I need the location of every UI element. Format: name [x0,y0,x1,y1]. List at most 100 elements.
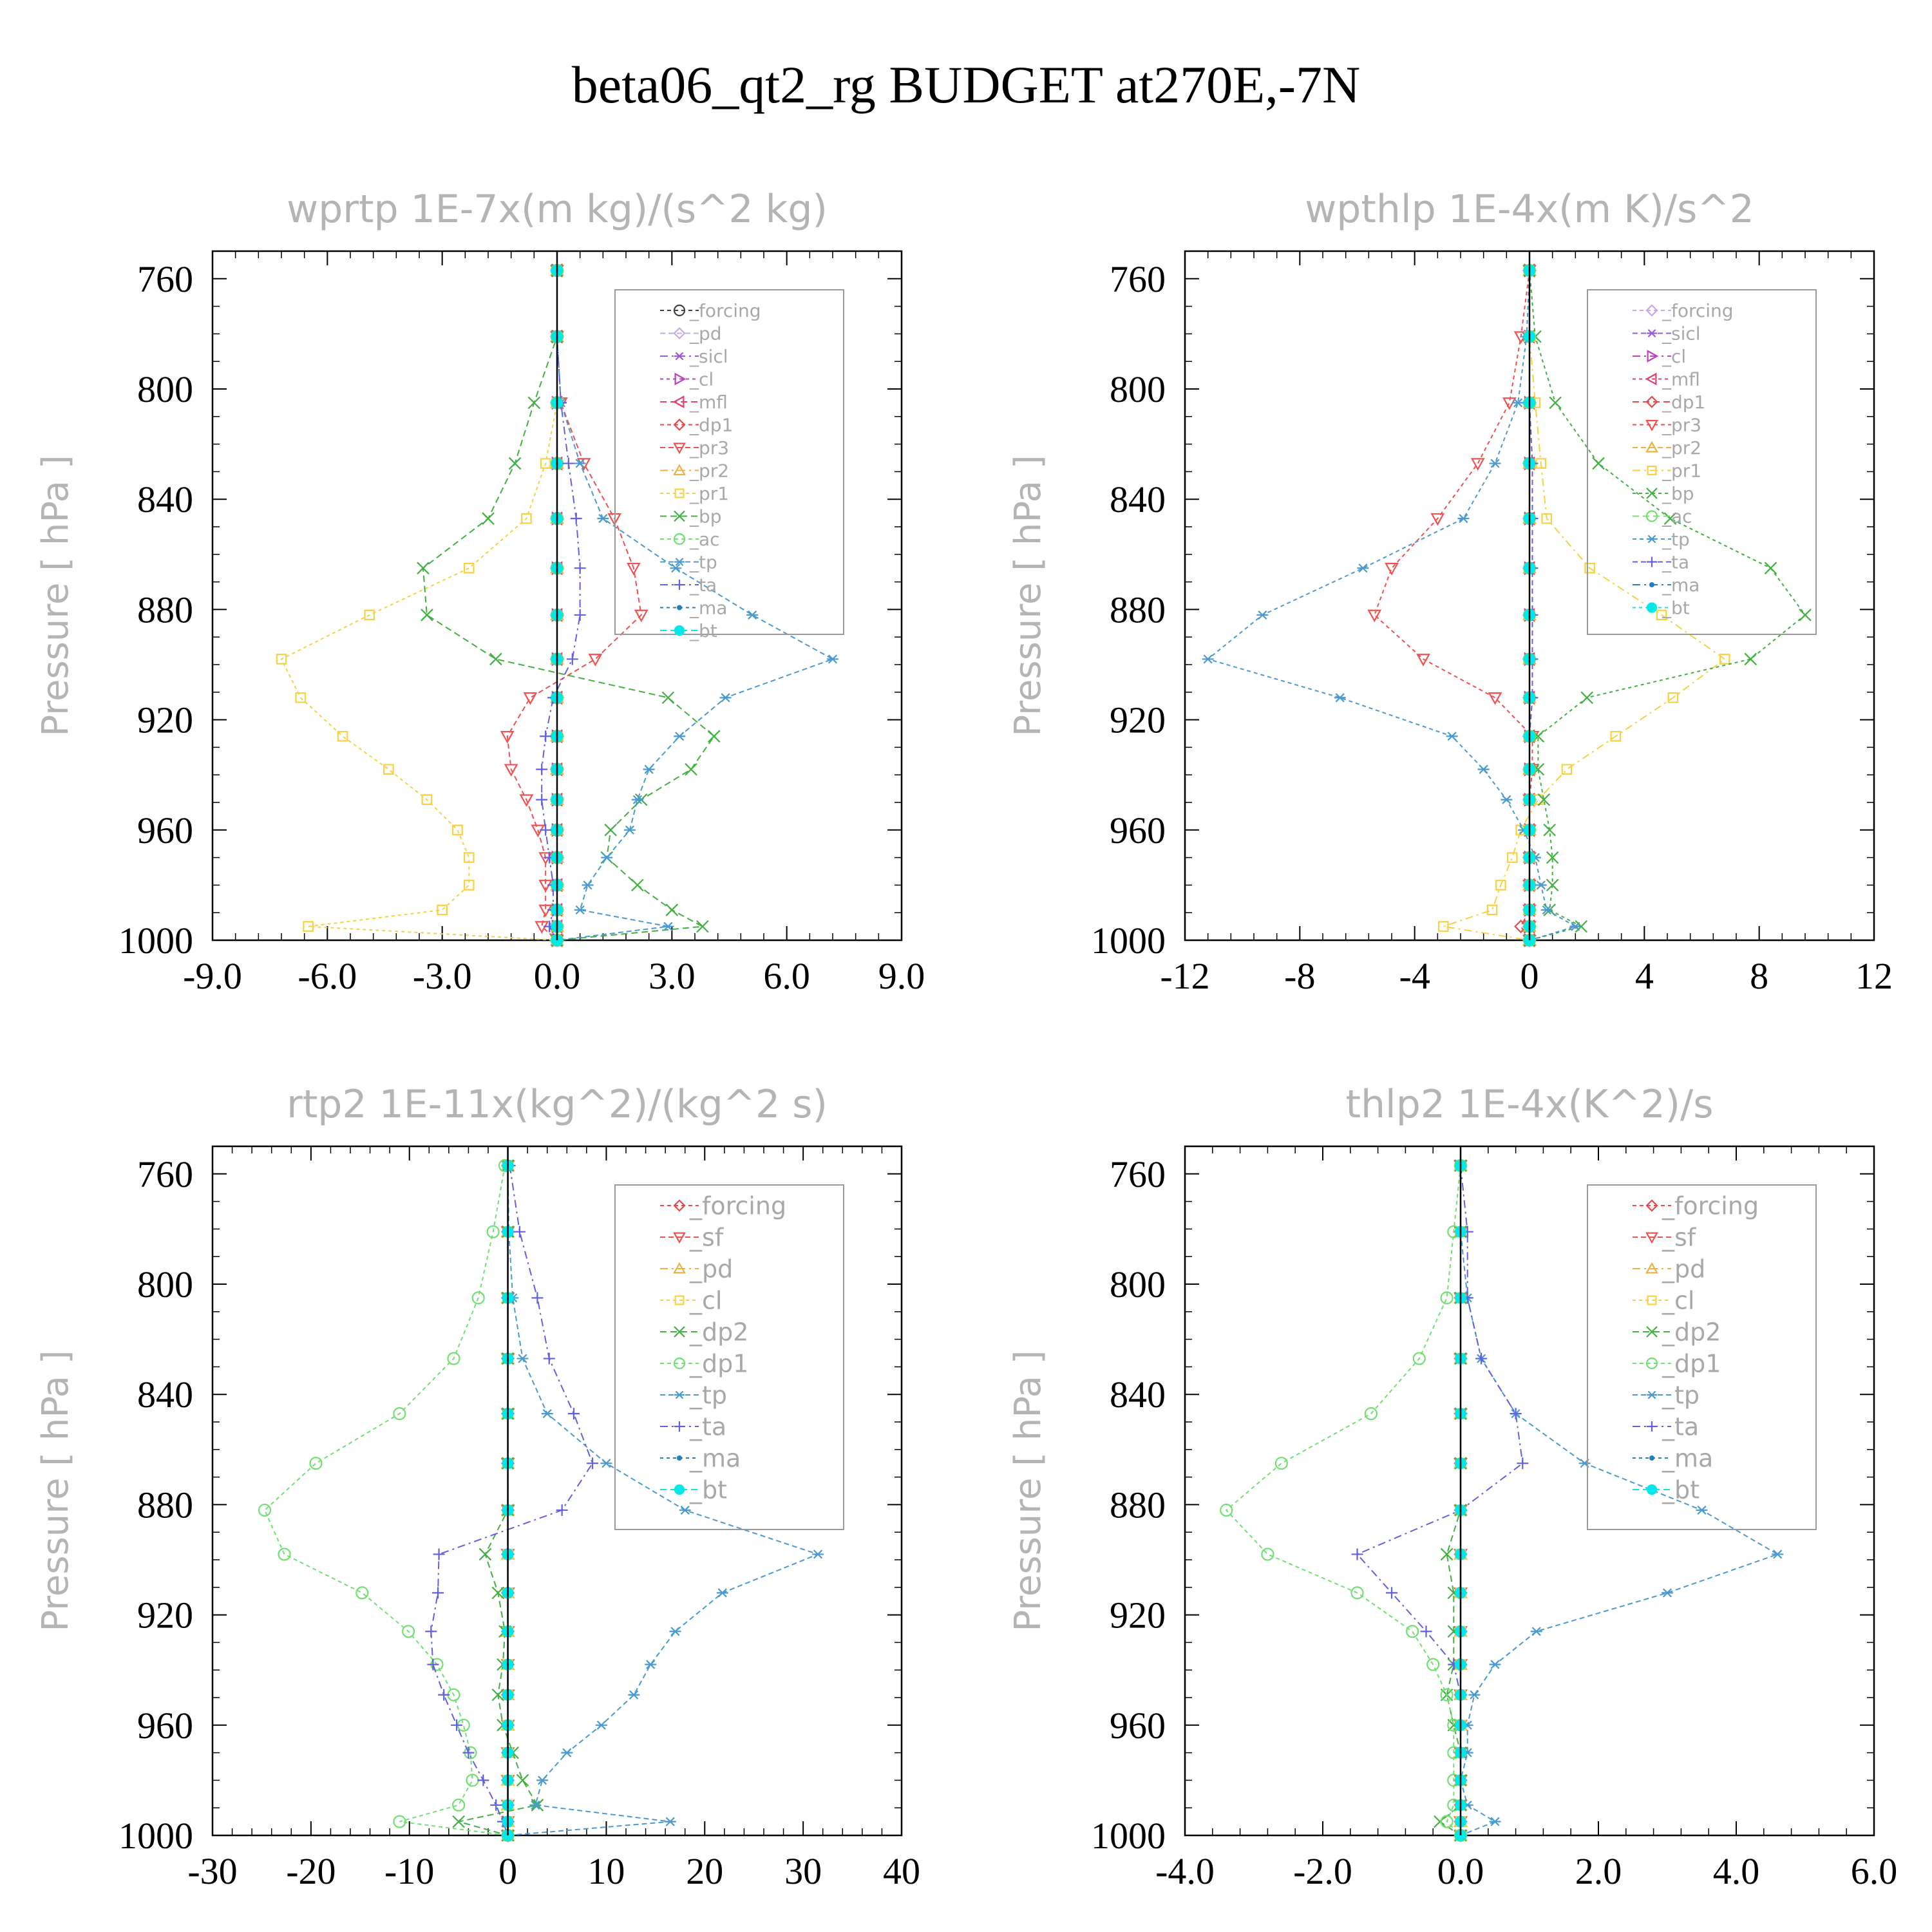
legend-marker [1647,1295,1657,1305]
data-point [1434,1815,1446,1828]
data-point [529,1800,542,1810]
y-axis-label: Pressure [ hPa ] [35,1350,77,1631]
data-point [527,396,541,410]
legend-marker [1645,420,1658,431]
data-point [477,1774,489,1786]
y-tick-label: 840 [1110,1374,1166,1416]
data-point [696,920,709,933]
legend-marker [674,625,685,636]
data-point [523,692,538,705]
data-point [452,824,463,836]
data-point [471,1291,485,1305]
legend-marker [673,418,686,431]
y-tick-label: 760 [137,258,193,300]
data-point [1426,1658,1440,1671]
data-point [1440,1291,1454,1305]
series-line [263,1165,508,1836]
data-point [556,1504,568,1516]
data-point [516,1774,529,1787]
legend-marker [674,558,685,566]
data-point [303,921,314,932]
data-point [1470,458,1485,471]
data-point [587,1457,599,1470]
data-point [1334,693,1346,703]
legend-label: _bp [1662,483,1694,504]
series-line [556,270,835,941]
data-point [1430,513,1445,526]
x-tick-label: -4.0 [1155,1850,1215,1892]
y-tick-label: 960 [1110,1705,1166,1747]
data-point [1512,398,1524,408]
legend-label: _forcing [689,1191,786,1220]
data-point [567,1408,580,1420]
y-tick-label: 960 [137,810,193,851]
data-point [508,457,522,470]
legend-label: _ac [1662,506,1692,527]
data-point [628,1690,640,1700]
legend-marker [1645,395,1658,408]
data-point [1535,880,1547,890]
x-tick-label: 12 [1855,955,1893,997]
data-point [664,1817,676,1826]
data-point [1468,1690,1481,1700]
legend-marker [674,1421,685,1432]
series-line [1443,270,1726,941]
data-point [1477,764,1490,774]
data-point [437,904,448,916]
legend-label: _pr1 [1662,460,1701,481]
data-point [679,1505,691,1515]
panel-wpthlp: wpthlp 1E-4x(m K)/s^2 Pressure [ hPa ] -12… [1007,187,1893,997]
data-point [685,762,697,776]
data-point [812,1549,824,1559]
data-point [1592,457,1605,470]
data-point [588,654,603,667]
data-point [1420,1625,1432,1638]
legend-label: _ma [1662,1444,1713,1472]
data-point [600,1459,612,1468]
data-point [1543,824,1556,837]
legend-label: _dp1 [689,414,733,435]
data-point [1364,1407,1378,1421]
series-pr1 [276,265,563,946]
data-point [295,692,307,703]
data-point [1495,880,1506,891]
data-point [536,1776,549,1785]
series-dp2 [452,1159,544,1842]
legend-label: _ta [689,1412,726,1441]
series-line [422,270,715,941]
data-point [540,730,552,743]
y-axis-label: Pressure [ hPa ] [35,455,77,736]
data-point [491,1586,505,1600]
data-point [662,922,674,931]
data-point [1367,609,1382,623]
data-point [1517,1457,1529,1470]
series-line [280,270,558,941]
data-point [827,654,838,664]
legend-marker [677,605,682,611]
x-tick-label: -12 [1160,955,1209,997]
series-dp1 [258,1159,515,1842]
data-point [447,1352,460,1365]
data-point [1501,795,1513,804]
legend-label: _tp [1662,1381,1700,1409]
data-point [438,1689,450,1701]
legend-label: _pr2 [1662,437,1701,459]
legend-label: _pr2 [689,460,729,481]
legend-marker [1647,350,1659,363]
legend-label: _pr3 [689,437,729,459]
legend-marker [674,488,685,498]
data-point [427,1658,439,1671]
legend-label: _pd [689,323,722,344]
data-point [541,1409,553,1419]
data-point [661,691,675,705]
x-tick-label: 3.0 [649,955,696,997]
legend-box [614,289,844,635]
data-point [1510,1408,1522,1420]
data-point [1412,1352,1426,1365]
y-axis-label: Pressure [ hPa ] [1007,1350,1049,1631]
data-point [463,880,475,891]
data-point [574,609,586,621]
data-point [597,514,609,524]
x-tick-label: -8 [1284,955,1315,997]
data-point [1256,610,1269,620]
